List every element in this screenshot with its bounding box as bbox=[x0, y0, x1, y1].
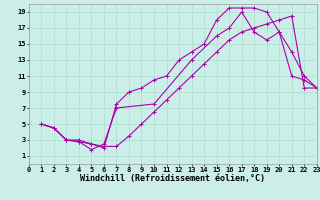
X-axis label: Windchill (Refroidissement éolien,°C): Windchill (Refroidissement éolien,°C) bbox=[80, 174, 265, 183]
